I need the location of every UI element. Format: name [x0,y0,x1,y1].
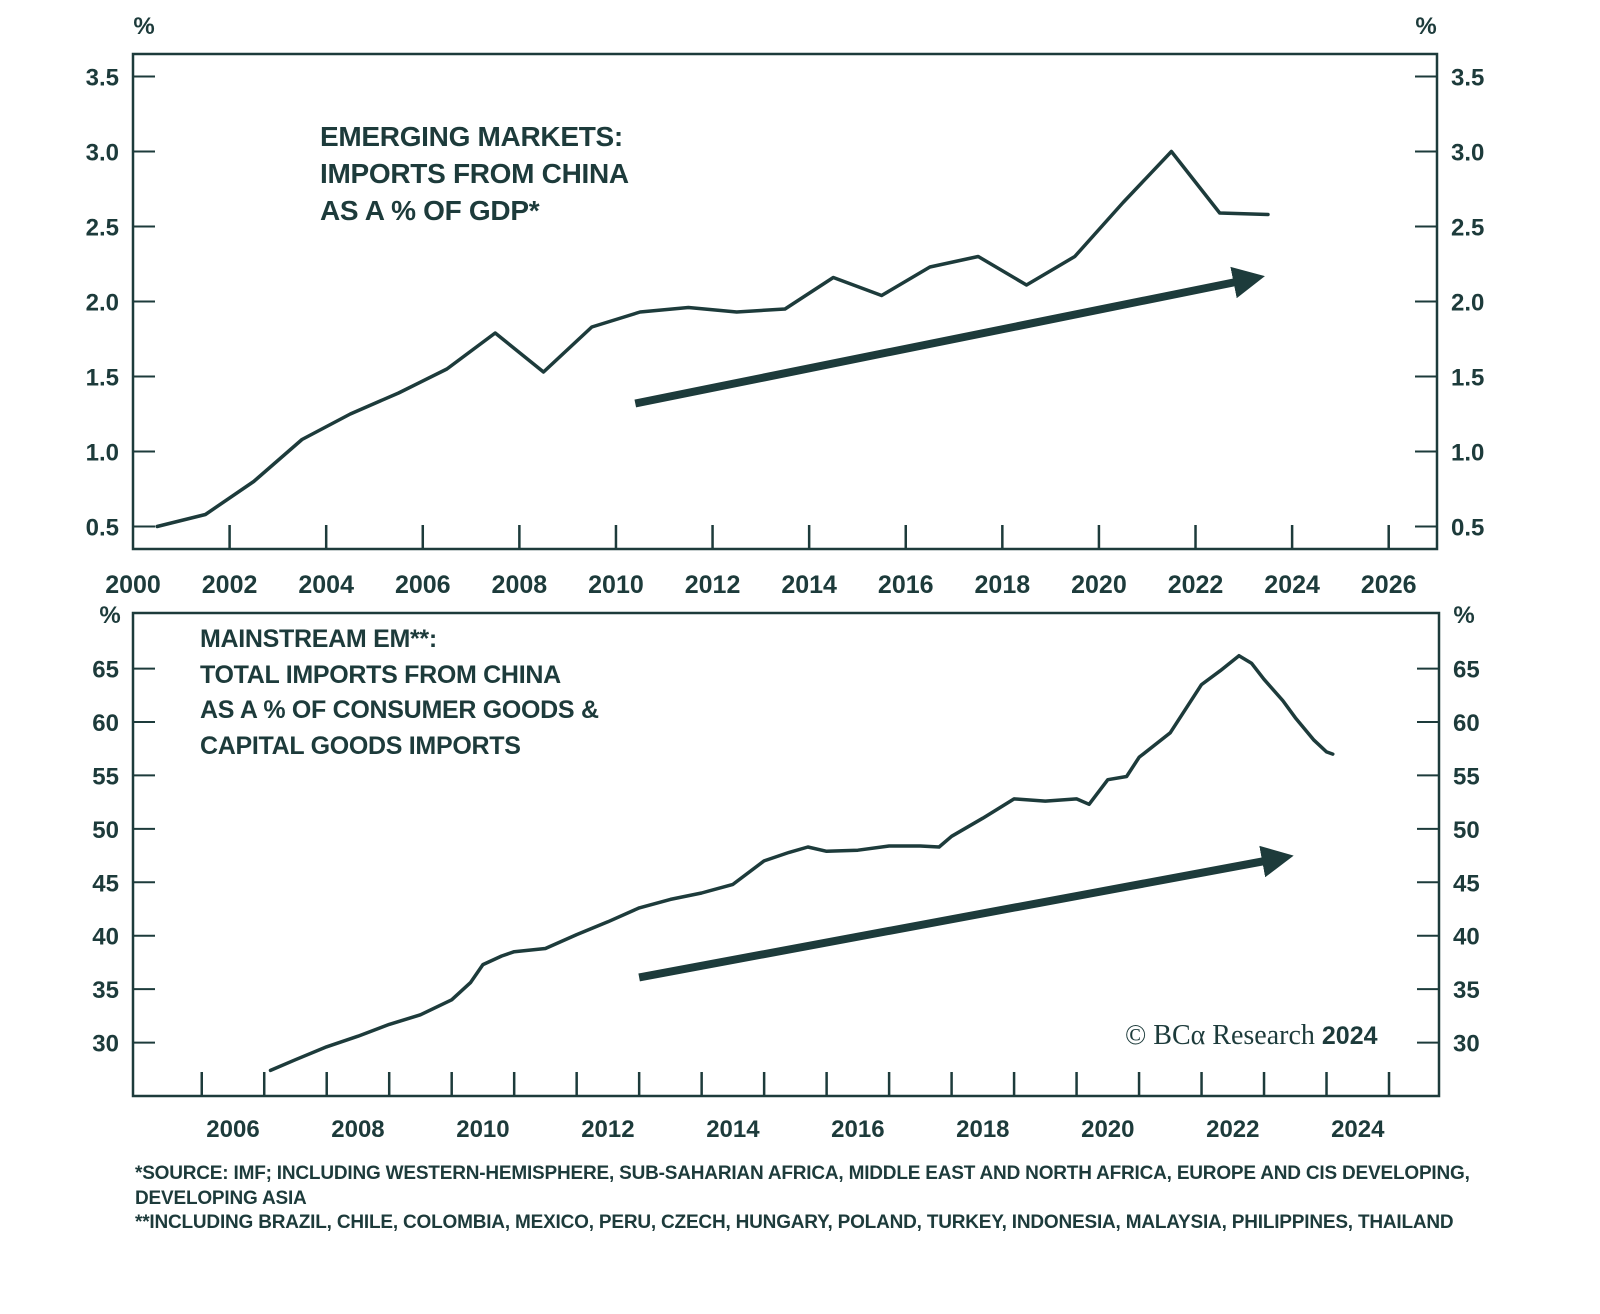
footnote-countries: **INCLUDING BRAZIL, CHILE, COLOMBIA, MEX… [135,1212,1454,1233]
x-tick-label: 2002 [202,571,258,599]
y-tick-label-left: 50 [92,817,119,844]
x-tick-label: 2012 [581,1116,634,1143]
y-tick-label-right: 3.0 [1451,140,1484,167]
x-tick-label: 2008 [331,1116,384,1143]
y-tick-label-right: 35 [1453,977,1480,1004]
x-tick-label: 2006 [395,571,451,599]
x-tick-label: 2016 [831,1116,884,1143]
bottom-chart-title: MAINSTREAM EM**: TOTAL IMPORTS FROM CHIN… [200,622,599,764]
x-tick-label: 2022 [1168,571,1224,599]
copyright: © BCα Research 2024 [1125,1020,1378,1052]
bottom-title-line: AS A % OF CONSUMER GOODS & [200,696,599,724]
x-tick-label: 2018 [975,571,1031,599]
y-tick-label-left: 40 [92,924,119,951]
plot-frame [131,611,1441,1098]
y-axis-unit-left: % [99,602,120,629]
y-tick-label-right: 1.5 [1451,365,1484,392]
y-tick-label-right: 2.5 [1451,215,1484,242]
x-tick-label: 2010 [588,571,644,599]
y-tick-label-left: 1.5 [86,365,119,392]
trend-arrow [634,266,1265,408]
x-tick-label: 2020 [1081,1116,1134,1143]
y-tick-label-right: 40 [1453,924,1480,951]
top-title-line: IMPORTS FROM CHINA [320,158,629,189]
x-tick-label: 2018 [956,1116,1009,1143]
y-tick-label-left: 2.0 [86,290,119,317]
series-line [268,653,1335,1073]
y-tick-label-right: 60 [1453,710,1480,737]
y-tick-label-right: 30 [1453,1031,1480,1058]
y-tick-label-right: 45 [1453,870,1480,897]
y-tick-label-left: 30 [92,1031,119,1058]
x-tick-label: 2008 [492,571,548,599]
y-tick-label-left: 3.5 [86,65,119,92]
x-tick-label: 2016 [878,571,934,599]
copyright-year: 2024 [1321,1022,1378,1050]
y-tick-label-left: 45 [92,870,119,897]
bottom-title-line: MAINSTREAM EM**: [200,625,437,653]
bottom-title-line: CAPITAL GOODS IMPORTS [200,731,521,760]
y-tick-label-left: 55 [92,763,119,790]
y-tick-label-left: 65 [92,657,119,684]
x-tick-label: 2022 [1206,1116,1259,1143]
series-line [155,149,1270,529]
bottom-title-line: TOTAL IMPORTS FROM CHINA [200,660,561,689]
footnotes: *SOURCE: IMF; INCLUDING WESTERN-HEMISPHE… [135,1162,1535,1236]
y-tick-label-right: 1.0 [1451,440,1484,467]
y-tick-label-left: 1.0 [86,440,119,467]
trend-arrow [638,845,1294,982]
top-title-line: AS A % OF GDP* [320,195,540,226]
y-tick-label-right: 50 [1453,817,1480,844]
y-tick-label-right: 2.0 [1451,290,1484,317]
x-tick-label: 2000 [105,571,161,599]
x-tick-label: 2004 [298,571,354,599]
y-tick-label-left: 60 [92,710,119,737]
x-tick-label: 2012 [685,571,741,599]
copyright-text: © BCα Research [1125,1020,1315,1051]
y-axis-unit-right: % [1415,13,1436,40]
y-tick-label-left: 0.5 [86,515,119,542]
x-tick-label: 2024 [1331,1116,1385,1143]
y-tick-label-right: 3.5 [1451,65,1484,92]
top-chart-title: EMERGING MARKETS: IMPORTS FROM CHINA AS … [320,118,629,229]
x-tick-label: 2026 [1361,571,1417,599]
y-tick-label-left: 2.5 [86,215,119,242]
x-tick-label: 2006 [206,1116,259,1143]
y-axis-unit-left: % [133,13,154,40]
y-tick-label-right: 0.5 [1451,515,1484,542]
y-tick-label-right: 65 [1453,657,1480,684]
top-title-line: EMERGING MARKETS: [320,121,623,152]
y-tick-label-left: 35 [92,977,119,1004]
footnote-source: *SOURCE: IMF; INCLUDING WESTERN-HEMISPHE… [135,1163,1475,1209]
x-tick-label: 2020 [1071,571,1127,599]
x-tick-label: 2024 [1264,571,1320,599]
x-tick-label: 2014 [706,1116,760,1143]
y-axis-unit-right: % [1453,602,1474,629]
x-tick-label: 2014 [781,571,837,599]
y-tick-label-right: 55 [1453,763,1480,790]
x-tick-label: 2010 [456,1116,509,1143]
y-tick-label-left: 3.0 [86,140,119,167]
